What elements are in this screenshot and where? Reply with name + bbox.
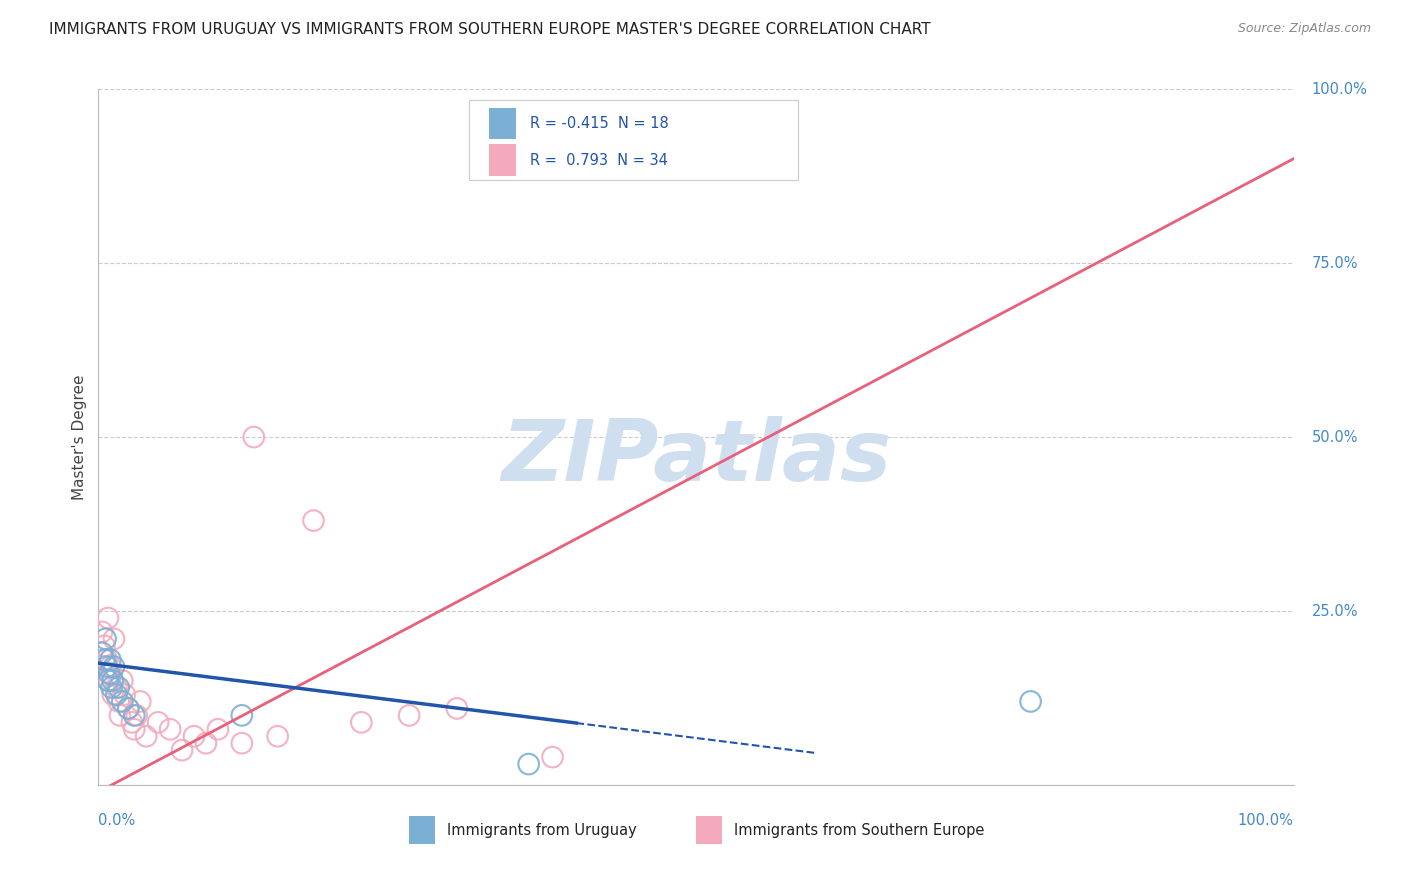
Text: Immigrants from Uruguay: Immigrants from Uruguay	[447, 822, 637, 838]
Point	[107, 681, 129, 695]
Point	[350, 715, 373, 730]
Point	[231, 736, 253, 750]
Point	[103, 632, 125, 646]
Point	[96, 653, 118, 667]
Point	[183, 729, 205, 743]
Point	[100, 666, 122, 681]
Point	[398, 708, 420, 723]
Text: 75.0%: 75.0%	[1312, 256, 1358, 270]
Point	[135, 729, 157, 743]
Point	[302, 514, 325, 528]
Point	[129, 694, 152, 708]
Point	[243, 430, 266, 444]
Point	[105, 681, 128, 695]
Point	[207, 723, 229, 737]
Point	[105, 688, 128, 702]
Point	[1019, 694, 1042, 708]
Point	[159, 723, 181, 737]
Text: 50.0%: 50.0%	[1312, 430, 1358, 444]
Point	[98, 666, 121, 681]
Point	[125, 708, 148, 723]
Text: 0.0%: 0.0%	[98, 813, 135, 828]
FancyBboxPatch shape	[489, 108, 516, 139]
Point	[111, 694, 134, 708]
Point	[148, 715, 170, 730]
Point	[121, 715, 143, 730]
Point	[117, 701, 139, 715]
Point	[98, 673, 121, 688]
Point	[96, 659, 118, 673]
Point	[101, 688, 124, 702]
Point	[107, 694, 129, 708]
Point	[91, 624, 114, 639]
Point	[124, 723, 146, 737]
Point	[124, 708, 146, 723]
Point	[195, 736, 218, 750]
Text: IMMIGRANTS FROM URUGUAY VS IMMIGRANTS FROM SOUTHERN EUROPE MASTER'S DEGREE CORRE: IMMIGRANTS FROM URUGUAY VS IMMIGRANTS FR…	[49, 22, 931, 37]
Point	[103, 659, 125, 673]
Point	[117, 701, 139, 715]
Point	[114, 688, 136, 702]
Text: ZIPatlas: ZIPatlas	[501, 417, 891, 500]
Point	[541, 750, 564, 764]
Point	[517, 757, 540, 772]
FancyBboxPatch shape	[409, 816, 436, 844]
FancyBboxPatch shape	[489, 145, 516, 176]
Text: 25.0%: 25.0%	[1312, 604, 1358, 618]
Text: 100.0%: 100.0%	[1312, 82, 1367, 96]
FancyBboxPatch shape	[470, 100, 797, 179]
Text: 100.0%: 100.0%	[1237, 813, 1294, 828]
Point	[91, 646, 114, 660]
Point	[111, 673, 134, 688]
Point	[267, 729, 290, 743]
FancyBboxPatch shape	[696, 816, 723, 844]
Point	[108, 708, 131, 723]
Text: R =  0.793  N = 34: R = 0.793 N = 34	[530, 153, 668, 168]
Point	[93, 653, 115, 667]
Point	[172, 743, 194, 757]
Text: Source: ZipAtlas.com: Source: ZipAtlas.com	[1237, 22, 1371, 36]
Point	[94, 632, 117, 646]
Point	[98, 653, 122, 667]
Text: Immigrants from Southern Europe: Immigrants from Southern Europe	[734, 822, 984, 838]
Point	[97, 611, 120, 625]
Point	[231, 708, 253, 723]
Point	[446, 701, 468, 715]
Point	[98, 659, 122, 673]
Point	[93, 639, 115, 653]
Point	[101, 673, 124, 688]
Text: R = -0.415  N = 18: R = -0.415 N = 18	[530, 116, 669, 131]
Y-axis label: Master's Degree: Master's Degree	[72, 375, 87, 500]
Point	[97, 673, 120, 688]
Point	[100, 681, 122, 695]
